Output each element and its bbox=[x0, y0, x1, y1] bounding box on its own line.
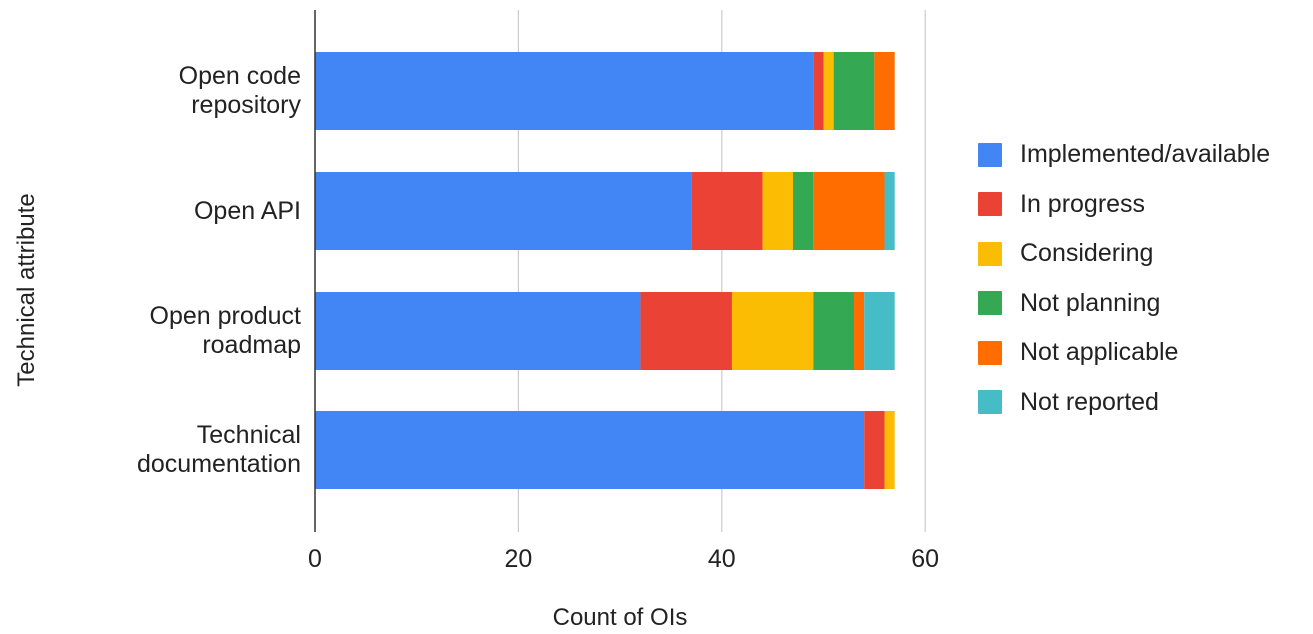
legend-item: In progress bbox=[978, 180, 1270, 230]
bar-1-not-planning bbox=[792, 172, 814, 250]
bar-1-not-reported bbox=[884, 172, 895, 250]
legend-swatch bbox=[978, 192, 1002, 217]
category-label: Technical documentation bbox=[41, 421, 301, 479]
category-label: Open product roadmap bbox=[41, 302, 302, 360]
category-label-line: roadmap bbox=[202, 331, 301, 359]
bar-1-in-progress bbox=[691, 172, 763, 250]
legend: Implemented/available In progress Consider… bbox=[978, 130, 1270, 427]
legend-swatch bbox=[978, 291, 1002, 316]
category-label-line: Open API bbox=[193, 196, 301, 225]
legend-swatch bbox=[978, 241, 1002, 266]
x-axis-title: Count of OIs bbox=[552, 604, 688, 631]
category-label: Open API bbox=[41, 197, 301, 226]
legend-label: Not reported bbox=[1020, 387, 1159, 416]
bar-2-not-reported bbox=[864, 292, 895, 370]
x-tick-label: 0 bbox=[308, 545, 322, 573]
bars bbox=[315, 52, 895, 489]
bar-0-not-applicable bbox=[874, 52, 895, 130]
bar-1-implemented-available bbox=[315, 172, 692, 250]
bar-2-not-planning bbox=[813, 292, 855, 370]
bar-2-considering bbox=[731, 292, 814, 370]
legend-label: Implemented/available bbox=[1020, 140, 1271, 169]
legend-item: Not applicable bbox=[978, 328, 1270, 378]
category-label: Open code repository bbox=[41, 62, 301, 120]
legend-label: In progress bbox=[1020, 189, 1146, 218]
legend-item: Implemented/available bbox=[978, 130, 1270, 180]
bar-0-implemented-available bbox=[315, 52, 814, 130]
bar-0-not-planning bbox=[833, 52, 875, 130]
bar-0-considering bbox=[823, 52, 834, 130]
bar-2-in-progress bbox=[640, 292, 732, 370]
bar-3-considering bbox=[884, 411, 895, 489]
legend-swatch bbox=[978, 340, 1002, 365]
legend-swatch bbox=[978, 390, 1002, 415]
legend-item: Considering bbox=[978, 229, 1270, 279]
category-label-line: Technical bbox=[196, 421, 301, 449]
x-tick-label: 20 bbox=[504, 545, 533, 573]
legend-label: Not applicable bbox=[1020, 338, 1179, 367]
bar-2-not-applicable bbox=[854, 292, 865, 370]
x-tick-label: 60 bbox=[911, 545, 940, 573]
legend-item: Not reported bbox=[978, 378, 1270, 428]
legend-label: Not planning bbox=[1020, 288, 1161, 317]
legend-swatch bbox=[978, 142, 1002, 167]
x-tick-label: 40 bbox=[707, 545, 736, 573]
category-label-line: documentation bbox=[136, 450, 301, 478]
legend-item: Not planning bbox=[978, 279, 1270, 329]
bar-1-not-applicable bbox=[813, 172, 885, 250]
bar-0-in-progress bbox=[813, 52, 824, 130]
legend-label: Considering bbox=[1020, 239, 1154, 268]
y-axis-title: Technical attribute bbox=[13, 193, 40, 387]
bar-2-implemented-available bbox=[315, 292, 641, 370]
category-label-line: Open code bbox=[178, 62, 301, 90]
bar-1-considering bbox=[762, 172, 793, 250]
bar-3-implemented-available bbox=[315, 411, 865, 489]
category-label-line: repository bbox=[191, 91, 301, 119]
category-label-line: Open product bbox=[149, 302, 302, 330]
bar-3-in-progress bbox=[864, 411, 885, 489]
